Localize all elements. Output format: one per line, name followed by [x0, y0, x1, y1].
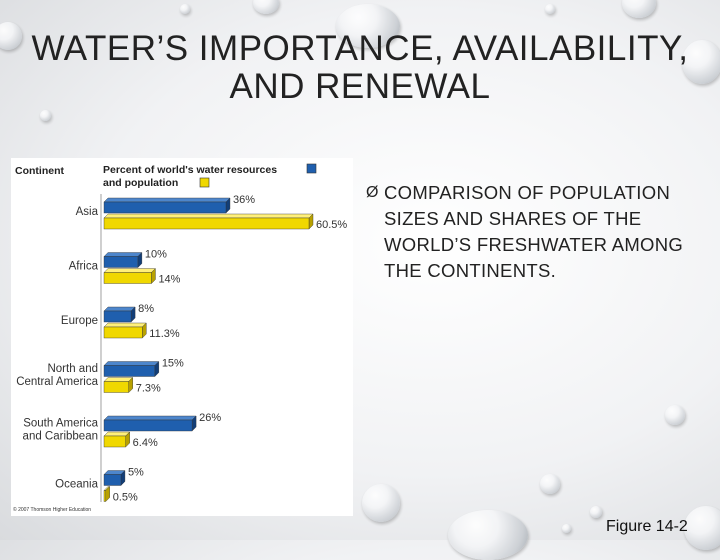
copyright-text: © 2007 Thomson Higher Education — [13, 506, 91, 513]
data-label: 5% — [128, 467, 144, 479]
legend-title-line-1: Percent of world's water resources — [103, 164, 277, 176]
bar-population — [103, 217, 310, 230]
data-label: 6.4% — [133, 437, 158, 449]
category-label: Asia — [76, 206, 99, 218]
water-drop-decoration — [562, 524, 571, 533]
bullet-text: COMPARISON OF POPULATION SIZES AND SHARE… — [384, 182, 684, 281]
category-label: Central America — [16, 376, 98, 388]
data-label: 15% — [162, 358, 184, 370]
category-label: Europe — [61, 315, 98, 327]
water-drop-decoration — [253, 0, 279, 14]
bar-population — [103, 326, 143, 339]
bar-top-face — [103, 431, 131, 437]
water-drop-decoration — [336, 4, 400, 48]
water-drop-decoration — [362, 484, 400, 522]
slide-title-line-2: AND RENEWAL — [229, 67, 491, 106]
water-drop-decoration — [0, 22, 22, 50]
water-drop-decoration — [545, 4, 555, 14]
bar-water-resources — [103, 310, 132, 323]
bar-top-face — [103, 415, 197, 421]
water-drop-decoration — [448, 510, 528, 560]
bar-chart: Continent Percent of world's water resou… — [13, 163, 347, 513]
bar-top-face — [103, 322, 147, 328]
bar-water-resources — [103, 365, 156, 377]
water-drop-decoration — [682, 40, 720, 84]
legend-swatch-population — [199, 177, 210, 188]
bar-water-resources — [103, 256, 139, 268]
category-label: South America — [23, 418, 98, 430]
data-label: 60.5% — [316, 219, 347, 231]
bar-top-face — [103, 252, 143, 257]
bar-top-face — [103, 306, 136, 312]
category-label: Oceania — [55, 479, 98, 491]
bar-population — [103, 272, 152, 284]
figure-caption: Figure 14-2 — [606, 518, 688, 535]
bar-water-resources — [103, 201, 227, 214]
bar-top-face — [103, 268, 156, 273]
data-label: 14% — [158, 274, 180, 286]
water-drop-decoration — [40, 110, 51, 121]
data-label: 26% — [199, 412, 221, 424]
slide-title-line-1: WATER’S IMPORTANCE, AVAILABILITY, — [31, 29, 689, 68]
data-label: 8% — [138, 303, 154, 315]
arrow-bullet-icon: Ø — [366, 184, 379, 201]
bar-top-face — [103, 361, 160, 366]
category-label: and Caribbean — [23, 431, 98, 443]
category-label: Africa — [69, 261, 99, 273]
data-label: 0.5% — [113, 492, 138, 504]
water-drop-decoration — [684, 506, 720, 550]
legend-swatch-water-resources — [306, 163, 317, 174]
bar-top-face — [103, 377, 134, 382]
water-drop-decoration — [665, 405, 685, 425]
water-drop-decoration — [622, 0, 656, 18]
bullet-list: Ø COMPARISON OF POPULATION SIZES AND SHA… — [366, 180, 696, 284]
category-header: Continent — [15, 165, 64, 177]
data-label: 11.3% — [149, 328, 180, 340]
bars-group: 36% 60.5% Asia 10% 14% Africa 8% 11.3% Europe 15%… — [16, 194, 347, 504]
bar-population — [103, 490, 106, 502]
bar-water-resources — [103, 419, 193, 432]
bar-water-resources — [103, 474, 122, 486]
bar-population — [103, 435, 126, 448]
category-label: North and — [47, 363, 98, 375]
water-drop-decoration — [590, 506, 602, 518]
data-label: 7.3% — [136, 383, 161, 395]
bullet-item: Ø COMPARISON OF POPULATION SIZES AND SHA… — [366, 180, 696, 284]
data-label: 10% — [145, 249, 167, 261]
data-label: 36% — [233, 194, 255, 206]
slide-title: WATER’S IMPORTANCE, AVAILABILITY, AND RE… — [0, 30, 720, 106]
chart-panel: Continent Percent of world's water resou… — [11, 158, 353, 516]
water-drop-decoration — [540, 474, 560, 494]
legend-title-line-2: and population — [103, 177, 178, 189]
bar-top-face — [103, 197, 231, 203]
bar-top-face — [103, 213, 314, 219]
bar-population — [103, 381, 129, 393]
water-drop-decoration — [180, 4, 190, 14]
